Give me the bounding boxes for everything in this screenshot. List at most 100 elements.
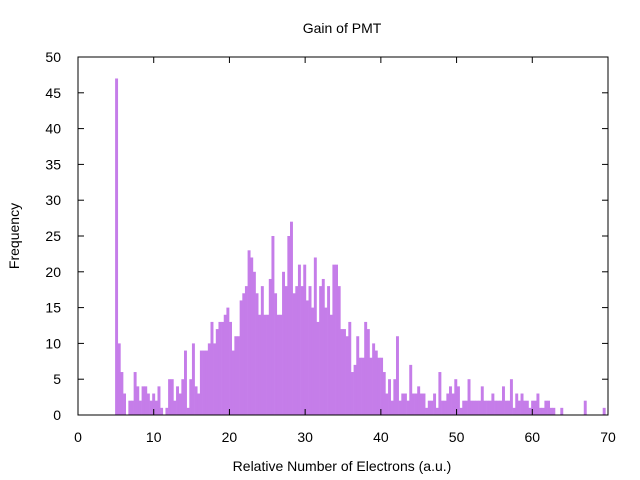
histogram-bar: [229, 321, 232, 415]
histogram-bar: [433, 393, 437, 415]
histogram-bar: [486, 400, 490, 415]
histogram-bar: [401, 393, 405, 415]
histogram-bar: [176, 386, 179, 415]
histogram-bar: [178, 393, 182, 415]
histogram-bar: [377, 357, 381, 415]
histogram-bar: [308, 286, 312, 415]
histogram-bar: [128, 400, 132, 415]
y-tick-label: 25: [45, 228, 61, 244]
histogram-bar: [295, 286, 299, 415]
histogram-bar: [319, 286, 323, 415]
histogram-bar: [398, 400, 402, 415]
histogram-bar: [239, 300, 243, 415]
histogram-bar: [266, 314, 270, 415]
histogram-bar: [456, 386, 460, 415]
y-tick-label: 5: [53, 371, 61, 387]
histogram-bar: [244, 286, 248, 415]
histogram-bar: [396, 336, 399, 415]
y-tick-label: 20: [45, 264, 61, 280]
histogram-bar: [449, 386, 452, 415]
histogram-bar: [348, 321, 352, 415]
histogram-bar: [313, 257, 317, 415]
histogram-bar: [438, 372, 442, 415]
histogram-bar: [499, 400, 503, 415]
histogram-bar: [544, 400, 548, 415]
histogram-bar: [215, 329, 219, 415]
histogram-bar: [263, 314, 267, 415]
histogram-bar: [361, 357, 365, 415]
histogram-bar: [350, 372, 354, 415]
histogram-bar: [221, 321, 225, 415]
histogram-bar: [181, 379, 185, 415]
y-tick-label: 35: [45, 156, 61, 172]
histogram-bar: [136, 386, 140, 415]
histogram-bar: [152, 393, 156, 415]
histogram-bar: [133, 372, 137, 415]
histogram-bar: [409, 364, 413, 415]
histogram-bar: [523, 400, 527, 415]
histogram-bar: [602, 407, 606, 415]
histogram-bar: [231, 350, 235, 415]
histogram-bar: [446, 393, 450, 415]
histogram-bar: [287, 236, 291, 415]
y-tick-label: 10: [45, 335, 61, 351]
y-axis-label: Frequency: [6, 203, 22, 269]
histogram-bar: [422, 393, 426, 415]
histogram-bar: [385, 393, 389, 415]
y-tick-label: 45: [45, 85, 61, 101]
histogram-bar: [247, 250, 251, 415]
x-tick-label: 70: [600, 429, 616, 445]
histogram-bar: [300, 286, 304, 415]
histogram-bar: [583, 400, 587, 415]
histogram-bar: [144, 386, 148, 415]
histogram-bar: [491, 393, 495, 415]
histogram-bar: [199, 350, 203, 415]
histogram-bar: [332, 264, 336, 415]
histogram-bar: [250, 257, 254, 415]
histogram-bar: [369, 357, 373, 415]
histogram-bar: [419, 393, 423, 415]
histogram-bar: [138, 400, 142, 415]
y-tick-label: 40: [45, 121, 61, 137]
histogram-bar: [430, 400, 434, 415]
histogram-bar: [358, 357, 362, 415]
histogram-bar: [207, 343, 211, 415]
histogram-bar: [321, 278, 325, 415]
histogram-bar: [406, 400, 410, 415]
histogram-bar: [202, 350, 206, 415]
histogram-bar: [329, 314, 333, 415]
histogram-bar: [390, 400, 394, 415]
histogram-bar: [472, 400, 476, 415]
x-tick-label: 50: [449, 429, 465, 445]
x-tick-label: 10: [146, 429, 162, 445]
histogram-bar: [205, 350, 209, 415]
x-axis-label: Relative Number of Electrons (a.u.): [233, 458, 452, 474]
histogram-bar: [435, 407, 439, 415]
histogram-bar: [356, 336, 360, 415]
histogram-bar: [237, 336, 240, 415]
histogram-bar: [184, 350, 187, 415]
histogram-bar: [170, 379, 174, 415]
histogram-bar: [552, 407, 556, 415]
histogram-bar: [255, 293, 259, 415]
histogram-bar: [533, 400, 537, 415]
histogram-bar: [459, 407, 463, 415]
histogram-bar: [417, 386, 421, 415]
y-axis: 0 5 10 15 20 25 30 35 40 45 50: [45, 49, 608, 423]
x-tick-label: 30: [297, 429, 313, 445]
histogram-bar: [191, 343, 195, 415]
histogram-bar: [258, 314, 262, 415]
histogram-bar: [168, 379, 172, 415]
histogram-bar: [443, 400, 447, 415]
histogram-bar: [276, 314, 280, 415]
histogram-bar: [525, 400, 529, 415]
histogram-bar: [547, 400, 550, 415]
histogram-bar: [268, 278, 272, 415]
histogram-bar: [380, 357, 384, 415]
histogram-bar: [414, 393, 418, 415]
histogram-bar: [475, 400, 479, 415]
histogram-bar: [194, 386, 198, 415]
histogram-bar: [141, 386, 145, 415]
x-axis: 0 10 20 30 40 50 60 70: [74, 57, 616, 445]
